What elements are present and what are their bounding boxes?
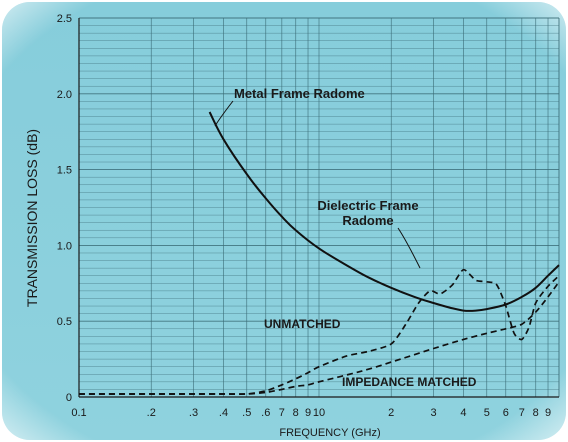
annotation-dielectric-frame: Dielectric Frame [317, 198, 418, 213]
annotation-unmatched: UNMATCHED [264, 317, 341, 331]
leader-dielectric-frame [397, 227, 421, 269]
series-layer [79, 111, 560, 395]
x-tick-label: 8 [293, 407, 299, 419]
x-tick-label: 10 [313, 407, 325, 419]
leader-metal-frame [214, 100, 234, 127]
annotation-dielectric-radome: Radome [342, 213, 393, 228]
y-tick-label: 0 [66, 392, 72, 404]
y-tick-label: 0.5 [57, 316, 72, 328]
x-tick-label: 4 [460, 407, 466, 419]
x-tick-label: .2 [147, 407, 156, 419]
x-tick-label: .4 [219, 407, 228, 419]
x-tick-label: .5 [242, 407, 251, 419]
tick-labels: 00.51.01.52.02.50.1.2.3.4.5.6 7 8 9 10 2 3 4 5 6 7… [57, 13, 551, 419]
x-tick-label: 3 [430, 407, 436, 419]
series-line-impedance-matched [79, 281, 560, 395]
x-tick-label: 8 [533, 407, 539, 419]
x-tick-label: 5 [484, 407, 490, 419]
y-tick-label: 1.0 [57, 240, 72, 252]
x-tick-label: 9 [545, 407, 551, 419]
y-tick-label: 1.5 [57, 165, 72, 177]
x-tick-label: 0.1 [71, 407, 86, 419]
x-tick-label: 7 [279, 407, 285, 419]
x-tick-label: 6 [503, 407, 509, 419]
y-tick-label: 2.5 [57, 13, 72, 25]
x-tick-label: 2 [388, 407, 394, 419]
y-tick-label: 2.0 [57, 89, 72, 101]
x-tick-label: 7 [519, 407, 525, 419]
grid [78, 17, 560, 398]
x-tick-label: 9 [305, 407, 311, 419]
series-line-metal-frame-radome [208, 111, 560, 312]
y-axis-title: TRANSMISSION LOSS (dB) [24, 129, 40, 307]
x-axis-title: FREQUENCY (GHz) [279, 427, 380, 439]
x-tick-label: .6 [261, 407, 270, 419]
annotation-metal-frame-radome: Metal Frame Radome [234, 86, 365, 101]
annotation-impedance-matched: IMPEDANCE MATCHED [342, 375, 477, 389]
series-line-unmatched [79, 268, 560, 395]
axes [78, 18, 559, 398]
x-tick-label: .3 [189, 407, 198, 419]
